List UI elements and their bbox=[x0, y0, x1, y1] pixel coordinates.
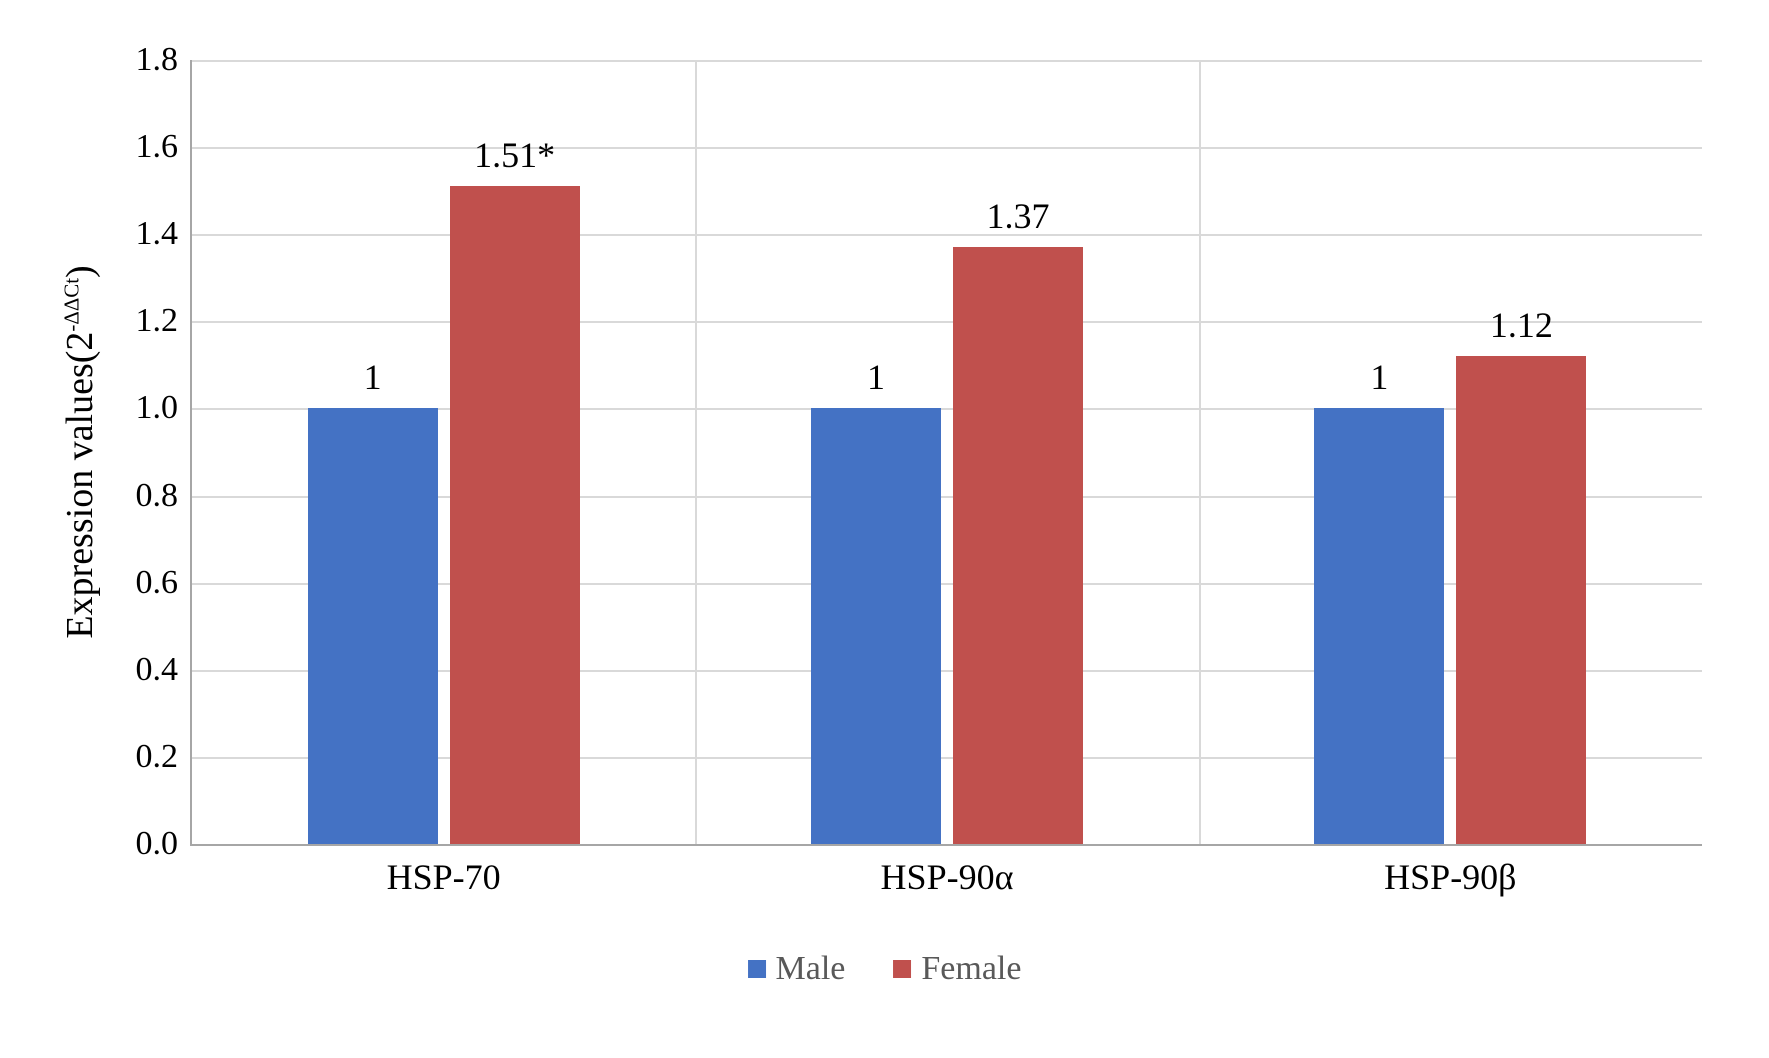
data-label: 1 bbox=[364, 356, 382, 408]
gridline bbox=[192, 60, 1702, 62]
category-divider bbox=[1199, 60, 1201, 844]
y-tick-label: 1.8 bbox=[136, 41, 193, 79]
y-axis-label: Expression values(2-ΔΔCt) bbox=[58, 265, 102, 638]
x-category-label: HSP-70 bbox=[387, 844, 501, 898]
data-label: 1 bbox=[867, 356, 885, 408]
x-category-label: HSP-90β bbox=[1384, 844, 1516, 898]
y-tick-label: 0.0 bbox=[136, 825, 193, 863]
data-label: 1.37 bbox=[987, 195, 1050, 247]
gridline bbox=[192, 147, 1702, 149]
data-label: 1.51* bbox=[474, 134, 555, 186]
legend-swatch bbox=[748, 960, 766, 978]
y-tick-label: 1.2 bbox=[136, 302, 193, 340]
bar-group: 11.51* bbox=[308, 186, 580, 844]
data-label: 1.12 bbox=[1490, 304, 1553, 356]
bar: 1 bbox=[1314, 408, 1444, 844]
expression-chart: 0.00.20.40.60.81.01.21.41.61.811.51*HSP-… bbox=[40, 40, 1729, 1018]
legend: Male Female bbox=[748, 950, 1022, 988]
legend-item: Female bbox=[893, 950, 1021, 988]
legend-item: Male bbox=[748, 950, 846, 988]
bar: 1.12 bbox=[1456, 356, 1586, 844]
y-tick-label: 0.4 bbox=[136, 651, 193, 689]
y-tick-label: 1.4 bbox=[136, 215, 193, 253]
legend-label: Male bbox=[776, 950, 846, 988]
category-divider bbox=[695, 60, 697, 844]
legend-label: Female bbox=[921, 950, 1021, 988]
bar-group: 11.12 bbox=[1314, 356, 1586, 844]
bar: 1 bbox=[308, 408, 438, 844]
y-tick-label: 1.6 bbox=[136, 128, 193, 166]
plot-area: 0.00.20.40.60.81.01.21.41.61.811.51*HSP-… bbox=[190, 60, 1702, 846]
bar-group: 11.37 bbox=[811, 247, 1083, 844]
bar: 1.51* bbox=[450, 186, 580, 844]
bar: 1.37 bbox=[953, 247, 1083, 844]
y-tick-label: 1.0 bbox=[136, 389, 193, 427]
x-category-label: HSP-90α bbox=[881, 844, 1014, 898]
y-tick-label: 0.6 bbox=[136, 564, 193, 602]
legend-swatch bbox=[893, 960, 911, 978]
bar: 1 bbox=[811, 408, 941, 844]
y-tick-label: 0.2 bbox=[136, 738, 193, 776]
data-label: 1 bbox=[1370, 356, 1388, 408]
y-tick-label: 0.8 bbox=[136, 477, 193, 515]
